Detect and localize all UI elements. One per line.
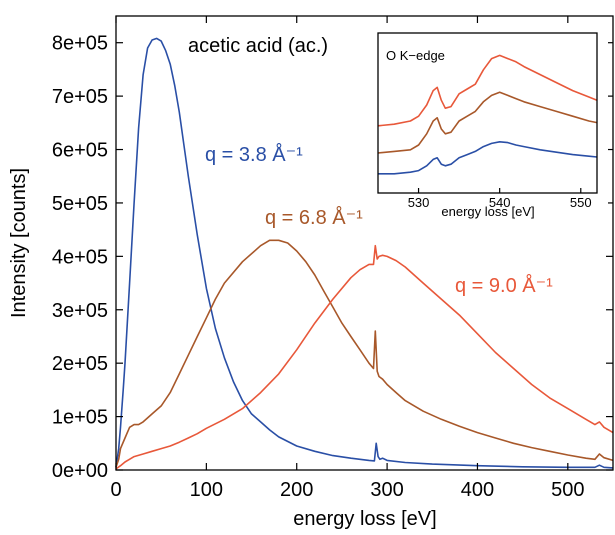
inset-x-tick-label: 540 (489, 195, 511, 210)
inset-ticks-group: 530 540 550 (408, 188, 592, 210)
y-tick-label: 5e+05 (52, 193, 108, 215)
main-series-group (115, 37, 614, 470)
series-line-2 (115, 244, 614, 470)
x-tick-label: 100 (190, 479, 223, 501)
inset-series-group (377, 54, 598, 175)
inset-title: O K−edge (386, 48, 445, 63)
x-axis-title: energy loss [eV] (293, 508, 436, 530)
inset-plot: 530 540 550 O K−edge energy loss [eV] (370, 30, 608, 220)
inset-x-axis-title: energy loss [eV] (441, 204, 534, 219)
y-tick-label: 1e+05 (52, 407, 108, 429)
y-tick-label: 2e+05 (52, 353, 108, 375)
series-line-1 (115, 239, 614, 468)
inset-plot-frame (377, 32, 598, 194)
main-plot-frame (115, 15, 614, 471)
y-tick-label: 3e+05 (52, 300, 108, 322)
y-tick-label: 4e+05 (52, 246, 108, 268)
x-tick-label: 0 (110, 479, 121, 501)
y-tick-label: 6e+05 (52, 140, 108, 162)
inset-series-line-1 (377, 91, 598, 154)
inset-series-line-2 (378, 141, 598, 175)
x-tick-label: 200 (280, 479, 313, 501)
y-tick-label: 8e+05 (52, 33, 108, 55)
inset-series-line-0 (377, 54, 598, 127)
annotation-acetic-acid: acetic acid (ac.) (188, 35, 328, 57)
annotation-q-6-8: q = 6.8 Å⁻¹ (265, 206, 363, 229)
y-axis-title: Intensity [counts] (8, 168, 30, 318)
inset-x-tick-label: 550 (570, 195, 592, 210)
annotation-q-3-8: q = 3.8 Å⁻¹ (205, 143, 303, 166)
inset-x-tick-label: 530 (408, 195, 430, 210)
y-tick-label: 7e+05 (52, 86, 108, 108)
annotation-q-9-0: q = 9.0 Å⁻¹ (455, 274, 553, 297)
series-line-0 (115, 37, 614, 469)
y-tick-label: 0e+00 (52, 460, 108, 482)
main-plot: 0 100 200 300 400 500 0e+00 1e+05 2e+05 3e+05 4e+0… (8, 15, 614, 530)
main-ticks-group: 0 100 200 300 400 500 0e+00 1e+05 2e+05 3e+05 4e+0… (52, 16, 613, 501)
x-tick-label: 500 (551, 479, 584, 501)
x-tick-label: 400 (461, 479, 494, 501)
x-tick-label: 300 (370, 479, 403, 501)
